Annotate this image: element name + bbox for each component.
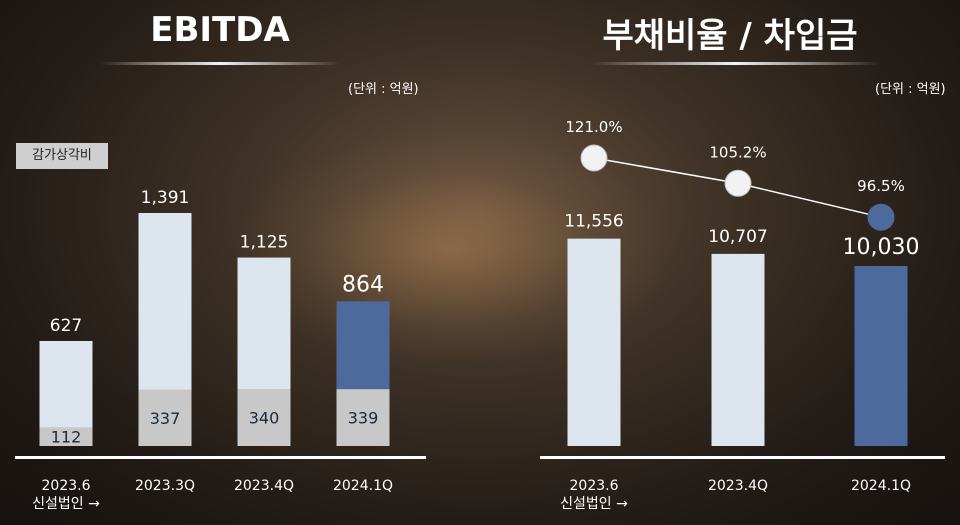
debt-ratio-label: 96.5% [857, 177, 905, 195]
debt-ratio-point [580, 144, 608, 172]
ebitda-value-label: 1,391 [141, 188, 190, 208]
debt-ratio-point [867, 203, 895, 231]
debt-ratio-point [724, 169, 752, 197]
depreciation-value-label: 339 [348, 409, 379, 428]
ebitda-chart-title: EBITDA [150, 10, 290, 50]
debt-category-label: 2024.1Q [851, 478, 911, 494]
borrowings-bar [567, 238, 621, 446]
borrowings-value-label: 10,707 [708, 227, 767, 247]
debt-category-label: 2023.6 신설법인 → [560, 478, 628, 512]
ebitda-category-label: 2023.4Q [234, 478, 294, 494]
depreciation-value-label: 337 [150, 409, 181, 428]
debt-unit-label: (단위 : 억원) [875, 82, 946, 97]
ebitda-axis-baseline [15, 456, 426, 459]
debt-title-underline [590, 62, 880, 65]
depreciation-bar [39, 427, 93, 446]
ebitda-title-underline [100, 62, 340, 65]
borrowings-bar [854, 266, 908, 446]
depreciation-legend-label: 감가상각비 [16, 143, 108, 169]
ebitda-category-label: 2024.1Q [333, 478, 393, 494]
ebitda-unit-label: (단위 : 억원) [348, 82, 419, 97]
debt-axis-baseline [540, 456, 945, 459]
debt-chart-title: 부채비율 / 차입금 [602, 16, 858, 56]
ebitda-value-label: 1,125 [240, 233, 289, 253]
debt-ratio-label: 121.0% [565, 118, 622, 136]
ebitda-value-label: 627 [50, 316, 82, 336]
depreciation-bar [237, 389, 291, 446]
ebitda-value-label: 864 [342, 272, 384, 297]
depreciation-value-label: 340 [249, 409, 280, 428]
depreciation-bar [336, 389, 390, 446]
borrowings-value-label: 10,030 [843, 235, 920, 260]
borrowings-value-label: 11,556 [564, 212, 623, 232]
ebitda-category-label: 2023.3Q [135, 478, 195, 494]
debt-category-label: 2023.4Q [708, 478, 768, 494]
debt-ratio-label: 105.2% [709, 143, 766, 161]
ebitda-category-label: 2023.6 신설법인 → [32, 478, 100, 512]
depreciation-bar [138, 389, 192, 446]
depreciation-value-label: 112 [51, 428, 82, 447]
borrowings-bar [711, 253, 765, 446]
